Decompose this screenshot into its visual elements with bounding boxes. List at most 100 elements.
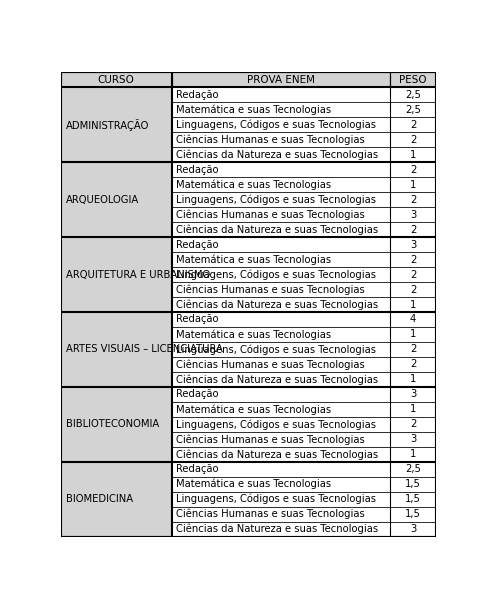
Bar <box>171 312 389 327</box>
Bar <box>389 402 436 417</box>
Bar <box>171 72 389 87</box>
Text: 3: 3 <box>409 434 415 444</box>
Bar <box>171 402 389 417</box>
Text: Redação: Redação <box>176 464 218 475</box>
Text: BIBLIOTECONOMIA: BIBLIOTECONOMIA <box>66 419 159 429</box>
Bar <box>171 372 389 387</box>
Bar <box>171 447 389 462</box>
Text: 2: 2 <box>409 419 415 429</box>
Text: 2: 2 <box>409 270 415 280</box>
Text: Redação: Redação <box>176 315 218 324</box>
Bar <box>171 387 389 402</box>
Bar <box>171 222 389 237</box>
Bar <box>60 462 171 537</box>
Bar <box>171 192 389 207</box>
Bar <box>389 132 436 147</box>
Text: Redação: Redação <box>176 390 218 399</box>
Bar <box>171 118 389 132</box>
Text: Matemática e suas Tecnologias: Matemática e suas Tecnologias <box>176 254 331 265</box>
Bar <box>389 177 436 192</box>
Bar <box>389 342 436 357</box>
Text: Linguagens, Códigos e suas Tecnologias: Linguagens, Códigos e suas Tecnologias <box>176 419 375 429</box>
Text: 3: 3 <box>409 524 415 534</box>
Text: 1: 1 <box>409 300 415 309</box>
Text: 3: 3 <box>409 390 415 399</box>
Text: PESO: PESO <box>398 75 426 85</box>
Text: 1: 1 <box>409 329 415 339</box>
Bar <box>171 462 389 477</box>
Text: ARTES VISUAIS – LICENCIATURA: ARTES VISUAIS – LICENCIATURA <box>66 344 223 355</box>
Text: Ciências da Natureza e suas Tecnologias: Ciências da Natureza e suas Tecnologias <box>176 299 378 310</box>
Text: Ciências Humanas e suas Tecnologias: Ciências Humanas e suas Tecnologias <box>176 434 364 444</box>
Bar <box>171 103 389 118</box>
Bar <box>389 507 436 522</box>
Bar <box>389 491 436 507</box>
Text: Ciências da Natureza e suas Tecnologias: Ciências da Natureza e suas Tecnologias <box>176 449 378 459</box>
Text: 2: 2 <box>409 359 415 370</box>
Bar <box>171 252 389 267</box>
Bar <box>389 357 436 372</box>
Text: 1: 1 <box>409 150 415 160</box>
Text: 2,5: 2,5 <box>404 105 420 115</box>
Text: Matemática e suas Tecnologias: Matemática e suas Tecnologias <box>176 180 331 190</box>
Text: 4: 4 <box>409 315 415 324</box>
Text: Matemática e suas Tecnologias: Matemática e suas Tecnologias <box>176 104 331 115</box>
Bar <box>171 522 389 537</box>
Text: Linguagens, Códigos e suas Tecnologias: Linguagens, Códigos e suas Tecnologias <box>176 119 375 130</box>
Text: Linguagens, Códigos e suas Tecnologias: Linguagens, Códigos e suas Tecnologias <box>176 194 375 205</box>
Bar <box>389 462 436 477</box>
Text: 2,5: 2,5 <box>404 464 420 475</box>
Text: Ciências da Natureza e suas Tecnologias: Ciências da Natureza e suas Tecnologias <box>176 524 378 534</box>
Text: 2: 2 <box>409 165 415 175</box>
Bar <box>60 237 171 312</box>
Bar <box>171 237 389 252</box>
Bar <box>171 417 389 432</box>
Text: ARQUITETURA E URBANISMO: ARQUITETURA E URBANISMO <box>66 270 210 280</box>
Text: Matemática e suas Tecnologias: Matemática e suas Tecnologias <box>176 479 331 490</box>
Text: Matemática e suas Tecnologias: Matemática e suas Tecnologias <box>176 329 331 339</box>
Text: PROVA ENEM: PROVA ENEM <box>246 75 314 85</box>
Bar <box>60 387 171 462</box>
Text: 1: 1 <box>409 449 415 459</box>
Text: 2: 2 <box>409 195 415 204</box>
Bar <box>389 282 436 297</box>
Bar <box>389 207 436 222</box>
Bar <box>389 252 436 267</box>
Bar <box>389 432 436 447</box>
Text: 1: 1 <box>409 405 415 414</box>
Text: Ciências Humanas e suas Tecnologias: Ciências Humanas e suas Tecnologias <box>176 209 364 220</box>
Bar <box>389 72 436 87</box>
Bar <box>171 147 389 162</box>
Text: 2: 2 <box>409 254 415 265</box>
Bar <box>389 477 436 491</box>
Text: 1: 1 <box>409 374 415 384</box>
Text: 2: 2 <box>409 344 415 355</box>
Text: Linguagens, Códigos e suas Tecnologias: Linguagens, Códigos e suas Tecnologias <box>176 344 375 355</box>
Bar <box>389 522 436 537</box>
Text: CURSO: CURSO <box>97 75 134 85</box>
Bar <box>389 327 436 342</box>
Text: Matemática e suas Tecnologias: Matemática e suas Tecnologias <box>176 404 331 415</box>
Text: 1,5: 1,5 <box>404 494 420 504</box>
Text: BIOMEDICINA: BIOMEDICINA <box>66 494 133 504</box>
Text: 1: 1 <box>409 180 415 190</box>
Text: Redação: Redação <box>176 239 218 250</box>
Bar <box>389 222 436 237</box>
Bar <box>389 417 436 432</box>
Bar <box>60 312 171 387</box>
Text: 2: 2 <box>409 134 415 145</box>
Text: 2: 2 <box>409 285 415 294</box>
Bar <box>389 162 436 177</box>
Bar <box>171 162 389 177</box>
Bar <box>171 177 389 192</box>
Bar <box>389 297 436 312</box>
Bar <box>60 72 171 87</box>
Bar <box>171 282 389 297</box>
Bar <box>389 312 436 327</box>
Bar <box>171 87 389 103</box>
Text: ADMINISTRAÇÃO: ADMINISTRAÇÃO <box>66 119 150 131</box>
Bar <box>171 267 389 282</box>
Text: Ciências da Natureza e suas Tecnologias: Ciências da Natureza e suas Tecnologias <box>176 224 378 235</box>
Text: 3: 3 <box>409 210 415 219</box>
Text: Redação: Redação <box>176 165 218 175</box>
